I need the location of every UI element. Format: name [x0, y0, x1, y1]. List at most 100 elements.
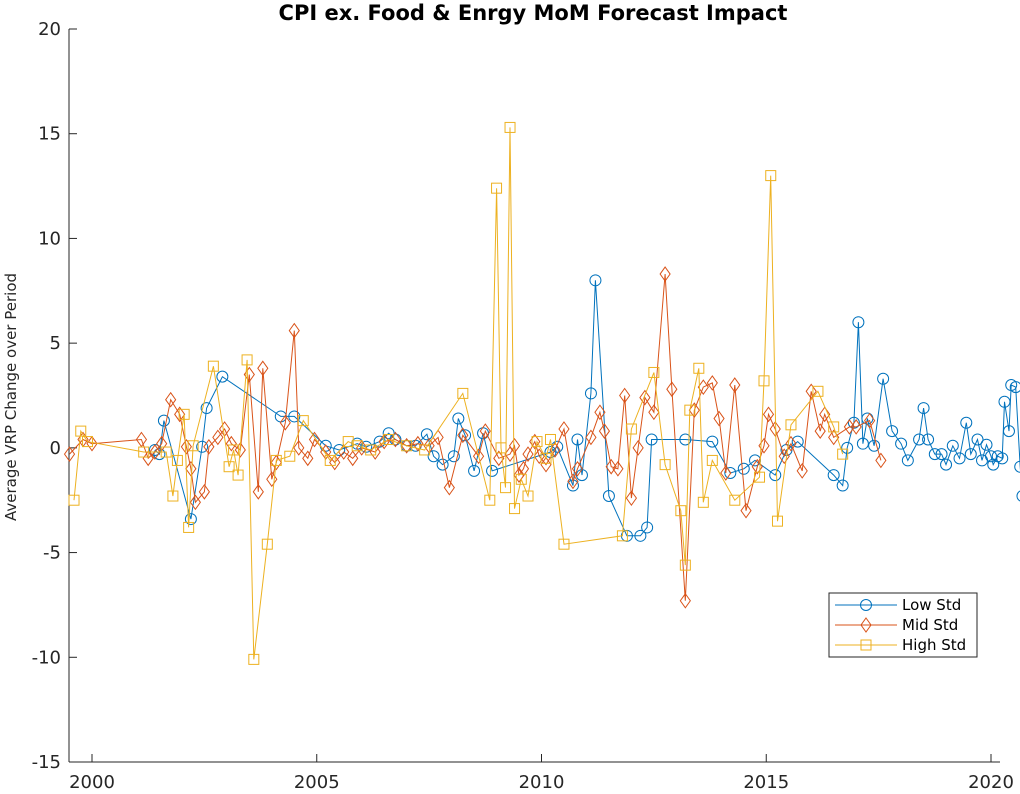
data-point	[634, 529, 647, 542]
data-point	[605, 458, 617, 475]
data-point	[778, 448, 790, 465]
data-point	[509, 503, 521, 515]
x-tick-label: 2020	[968, 772, 1014, 793]
data-point	[207, 360, 219, 372]
data-point	[980, 438, 993, 451]
data-point	[401, 437, 413, 454]
data-point	[953, 452, 966, 465]
data-point	[486, 464, 499, 477]
data-point	[841, 441, 854, 454]
data-point	[765, 170, 777, 182]
data-point	[261, 538, 273, 550]
data-point	[75, 425, 87, 437]
data-point	[308, 431, 321, 448]
legend-label: Low Std	[902, 596, 961, 614]
axes: -15 -10 -5 0 5 10 15 20 2000 2005 2010 2015 2020	[32, 19, 1014, 793]
data-point	[679, 592, 691, 609]
legend-entry: Mid Std	[835, 616, 958, 634]
data-point	[171, 454, 183, 466]
legend-marker	[860, 599, 872, 611]
data-point	[837, 448, 849, 460]
data-point	[693, 362, 705, 374]
data-point	[63, 446, 76, 463]
data-point	[167, 490, 179, 502]
legend-entry: Low Std	[835, 596, 961, 614]
data-point	[185, 460, 197, 477]
y-tick-label: 10	[38, 228, 61, 249]
data-point	[333, 443, 346, 456]
y-tick-label: 0	[50, 438, 61, 459]
data-point	[293, 439, 305, 456]
data-point	[68, 494, 80, 506]
data-point	[729, 377, 741, 393]
data-point	[517, 460, 530, 477]
data-point	[495, 442, 507, 454]
data-point	[584, 387, 597, 400]
data-point	[1009, 381, 1020, 394]
data-point	[684, 404, 696, 416]
data-point	[688, 402, 700, 419]
data-point	[160, 446, 172, 458]
legend-label: High Std	[902, 636, 966, 654]
data-point	[602, 490, 615, 503]
data-point	[452, 412, 465, 425]
series-layer	[63, 121, 1020, 665]
data-point	[216, 370, 229, 383]
data-point	[645, 433, 658, 446]
data-point	[679, 433, 692, 446]
data-point	[720, 465, 732, 481]
data-point	[1002, 425, 1015, 438]
data-point	[383, 433, 395, 445]
data-point	[856, 437, 869, 450]
legend: Low Std Mid Std High Std	[828, 592, 978, 658]
data-point	[540, 452, 552, 464]
data-point	[365, 444, 377, 456]
data-point	[754, 471, 766, 483]
data-point	[946, 439, 959, 452]
y-tick-label: 5	[50, 333, 61, 354]
legend-label: Mid Std	[902, 616, 958, 634]
data-point	[737, 462, 750, 475]
data-point	[639, 389, 651, 406]
x-tick-label: 2000	[69, 772, 115, 793]
data-point	[769, 421, 781, 437]
data-point	[288, 322, 300, 339]
x-tick-label: 2015	[743, 772, 789, 793]
y-tick-label: -10	[32, 647, 61, 668]
data-point	[420, 428, 433, 441]
data-point	[796, 463, 808, 479]
data-point	[342, 436, 354, 448]
data-point	[828, 421, 840, 433]
data-point	[589, 274, 602, 287]
data-point	[659, 459, 671, 471]
data-point	[472, 448, 485, 465]
data-point	[138, 446, 150, 458]
data-point	[241, 354, 253, 366]
data-point	[457, 387, 469, 399]
data-point	[571, 433, 584, 446]
data-point	[886, 425, 899, 438]
data-point	[401, 440, 413, 452]
data-point	[540, 456, 552, 473]
data-point	[412, 435, 424, 452]
data-point	[544, 433, 556, 445]
data-point	[427, 450, 440, 463]
data-point	[697, 379, 709, 395]
data-point	[232, 469, 244, 481]
data-point	[479, 423, 491, 439]
data-point	[297, 415, 309, 427]
data-point	[659, 266, 671, 282]
data-point	[827, 469, 840, 482]
data-point	[1014, 460, 1020, 473]
data-point	[504, 121, 516, 133]
data-point	[266, 471, 278, 488]
data-point	[288, 410, 301, 423]
data-point	[228, 444, 240, 456]
data-point	[706, 435, 719, 448]
data-point	[515, 473, 527, 485]
chart-title: CPI ex. Food & Enrgy MoM Forecast Impact	[279, 1, 788, 25]
y-tick-label: -15	[32, 752, 61, 773]
y-axis-label: Average VRP Change over Period	[2, 273, 20, 521]
data-point	[203, 438, 215, 455]
data-point	[706, 375, 718, 391]
